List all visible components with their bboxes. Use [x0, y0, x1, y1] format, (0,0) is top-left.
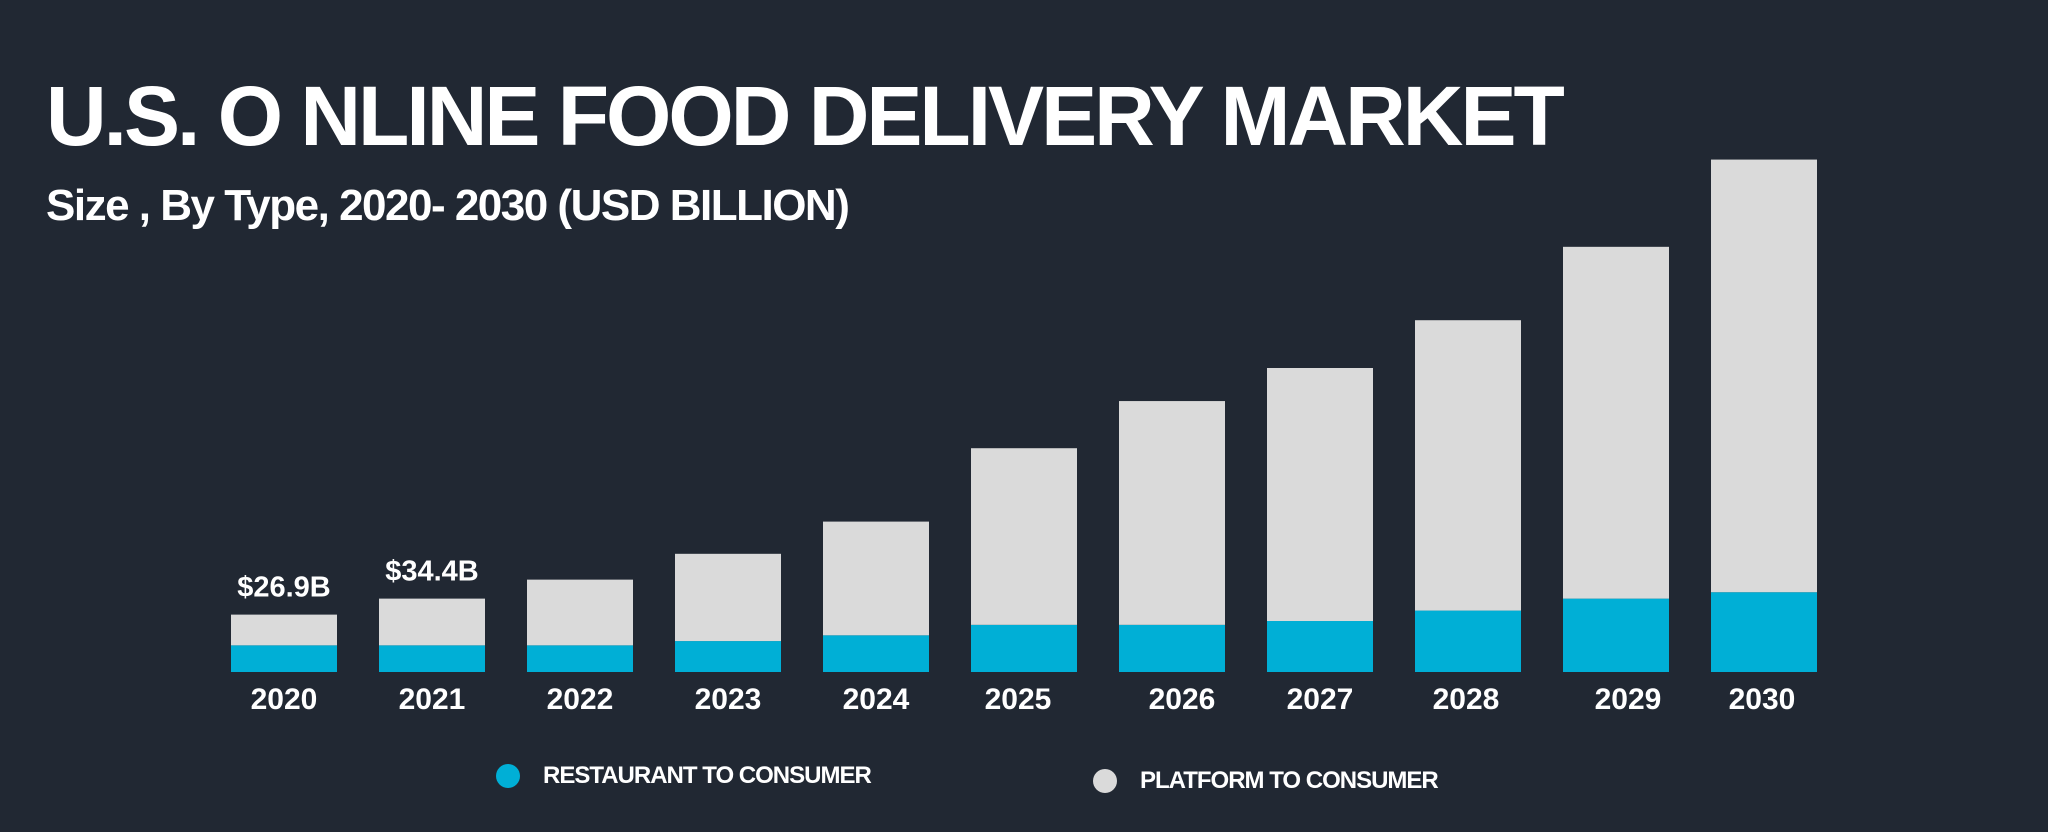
data-label-2021: $34.4B	[385, 556, 479, 588]
x-tick-label-2021: 2021	[399, 683, 466, 716]
x-tick-label-2020: 2020	[251, 683, 318, 716]
x-tick-label-2026: 2026	[1149, 683, 1216, 716]
bar-segment-platform-2027	[1267, 368, 1373, 622]
data-label-2020: $26.9B	[237, 572, 331, 604]
bar-segment-platform-2029	[1563, 246, 1669, 599]
bar-segment-restaurant-2027	[1267, 621, 1373, 672]
legend-label-platform: PLATFORM TO CONSUMER	[1140, 767, 1439, 794]
bar-segment-restaurant-2025	[971, 624, 1077, 672]
bar-segment-platform-2026	[1119, 401, 1225, 625]
bar-segment-restaurant-2023	[675, 641, 781, 672]
bar-segment-platform-2030	[1711, 159, 1817, 593]
bar-segment-platform-2020	[231, 614, 337, 646]
bar-segment-platform-2028	[1415, 320, 1521, 611]
bar-segment-restaurant-2021	[379, 645, 485, 672]
legend-label-restaurant: RESTAURANT TO CONSUMER	[543, 762, 872, 789]
x-tick-label-2027: 2027	[1287, 683, 1354, 716]
bar-segment-platform-2025	[971, 448, 1077, 625]
bar-segment-restaurant-2020	[231, 645, 337, 672]
legend-item-platform: PLATFORM TO CONSUMER	[1093, 767, 1439, 795]
chart-subtitle: Size , By Type, 2020- 2030 (USD BILLION)	[46, 181, 850, 230]
bar-segment-platform-2024	[823, 521, 929, 636]
bar-segment-restaurant-2029	[1563, 598, 1669, 672]
bar-segment-platform-2021	[379, 598, 485, 646]
x-tick-label-2028: 2028	[1433, 683, 1500, 716]
x-tick-label-2022: 2022	[547, 683, 614, 716]
chart-title: U.S. O NLINE FOOD DELIVERY MARKET	[46, 69, 1565, 163]
x-tick-label-2025: 2025	[985, 683, 1052, 716]
bar-segment-platform-2022	[527, 579, 633, 646]
x-tick-label-2030: 2030	[1729, 683, 1796, 716]
bar-segment-restaurant-2030	[1711, 592, 1817, 672]
x-tick-label-2024: 2024	[843, 683, 910, 716]
bar-segment-restaurant-2026	[1119, 624, 1225, 672]
bar-segment-platform-2023	[675, 553, 781, 642]
legend-swatch-platform	[1093, 769, 1117, 793]
x-tick-label-2029: 2029	[1595, 683, 1662, 716]
bar-segment-restaurant-2028	[1415, 610, 1521, 672]
bar-segment-restaurant-2024	[823, 635, 929, 672]
x-tick-label-2023: 2023	[695, 683, 762, 716]
legend-swatch-restaurant	[496, 764, 520, 788]
legend-item-restaurant: RESTAURANT TO CONSUMER	[496, 762, 872, 790]
bar-segment-restaurant-2022	[527, 645, 633, 672]
